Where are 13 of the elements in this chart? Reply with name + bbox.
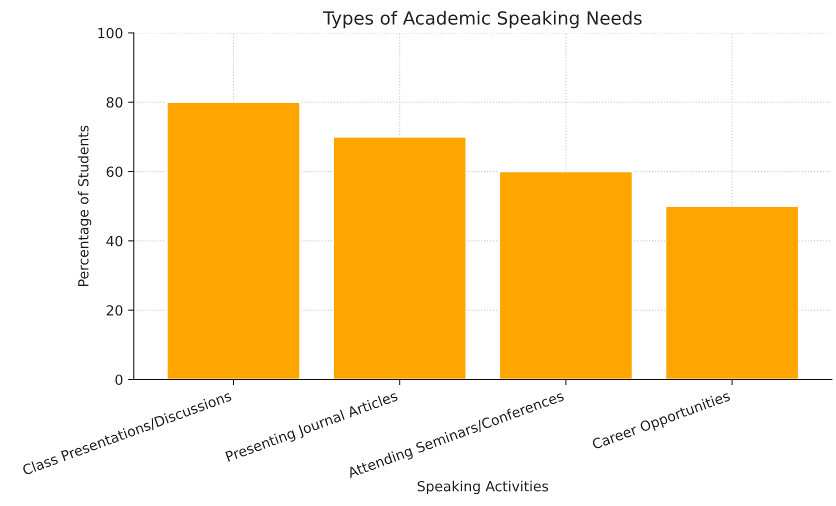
x-axis-title: Speaking Activities [418, 480, 548, 494]
y-tick-label: 60 [106, 166, 122, 178]
y-tick-label: 40 [106, 236, 122, 246]
bar [332, 136, 467, 380]
y-tick-label: 80 [106, 97, 122, 108]
chart-title: Types of Academic Speaking Needs [323, 10, 642, 28]
y-tick-label: 100 [98, 28, 122, 38]
bar [498, 170, 634, 380]
y-tick-label: 0 [115, 374, 122, 385]
y-tick-label: 20 [106, 305, 122, 316]
y-axis-title: Percentage of Students [78, 126, 92, 286]
bar [664, 206, 800, 380]
bar [166, 102, 301, 380]
